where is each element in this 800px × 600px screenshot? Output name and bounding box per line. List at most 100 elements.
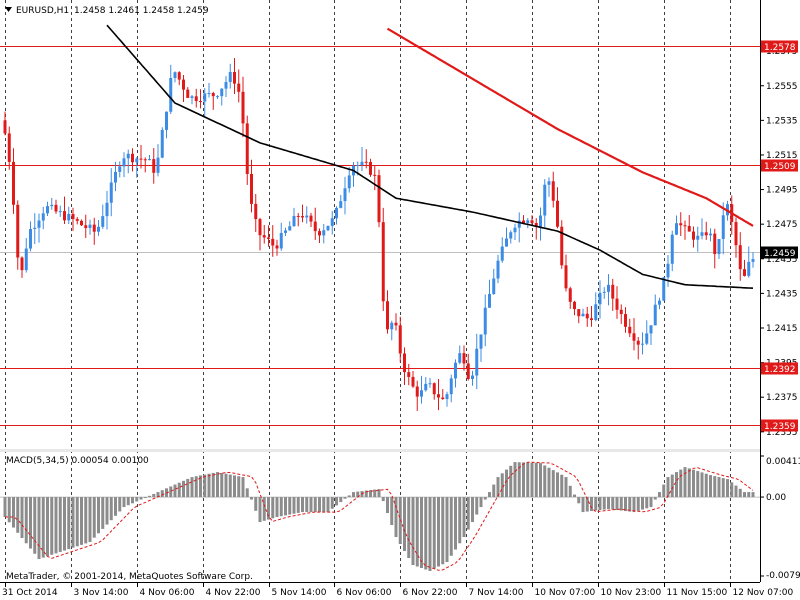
macd-histogram-bar bbox=[628, 497, 632, 512]
candle-body bbox=[428, 383, 432, 385]
candle-body bbox=[250, 174, 253, 204]
candle-body bbox=[284, 230, 287, 233]
candle-body bbox=[377, 175, 381, 223]
macd-histogram-bar bbox=[471, 497, 474, 523]
candle-body bbox=[75, 219, 79, 221]
macd-histogram-bar bbox=[330, 497, 334, 509]
price-level-tag bbox=[761, 362, 798, 375]
price-level-tag bbox=[761, 419, 798, 432]
candle bbox=[41, 206, 45, 230]
macd-histogram-bar bbox=[245, 488, 249, 498]
candle bbox=[105, 190, 109, 230]
candle-body bbox=[454, 362, 457, 379]
macd-histogram-bar bbox=[704, 473, 708, 498]
candle bbox=[203, 88, 207, 117]
candle-body bbox=[118, 166, 122, 172]
copyright-label: MetaTrader, © 2001-2014, MetaQuotes Soft… bbox=[6, 572, 253, 582]
macd-histogram-bar bbox=[169, 486, 173, 498]
macd-histogram-bar bbox=[152, 493, 156, 498]
macd-histogram-bar bbox=[492, 484, 496, 498]
candle bbox=[24, 238, 28, 273]
macd-histogram-bar bbox=[670, 474, 674, 498]
candle bbox=[118, 161, 122, 178]
candle bbox=[653, 294, 657, 326]
candle bbox=[658, 297, 661, 310]
candle bbox=[679, 212, 683, 237]
candle bbox=[12, 148, 15, 214]
symbol-timeframe-label: EURUSD,H1 bbox=[16, 6, 69, 16]
time-axis-label: 11 Nov 15:00 bbox=[667, 588, 728, 598]
candle bbox=[636, 336, 640, 360]
macd-axis-label: 0.00 bbox=[766, 493, 786, 503]
candle bbox=[581, 308, 585, 317]
macd-histogram-bar bbox=[143, 497, 147, 499]
macd-histogram-bar bbox=[530, 462, 534, 498]
candle-body bbox=[738, 245, 742, 270]
candle-body bbox=[420, 390, 423, 397]
candle-body bbox=[275, 245, 279, 249]
macd-histogram-bar bbox=[496, 477, 500, 498]
time-axis-label: 6 Nov 22:00 bbox=[403, 588, 458, 598]
macd-histogram-bar bbox=[475, 497, 479, 515]
candle bbox=[262, 225, 266, 244]
candle bbox=[152, 148, 156, 184]
candle bbox=[734, 217, 738, 258]
candle-body bbox=[216, 96, 219, 98]
macd-histogram-bar bbox=[386, 497, 389, 514]
macd-histogram-bar bbox=[46, 497, 49, 557]
macd-histogram-bar bbox=[713, 476, 717, 498]
candle bbox=[33, 213, 37, 245]
candle bbox=[305, 206, 309, 224]
candle bbox=[3, 111, 7, 136]
candle-body bbox=[547, 181, 551, 185]
candle bbox=[377, 169, 381, 228]
candle bbox=[394, 313, 398, 331]
chart-menu-triangle-icon[interactable] bbox=[5, 7, 12, 12]
candle-body bbox=[619, 309, 623, 315]
candle bbox=[675, 215, 678, 236]
macd-histogram-bar bbox=[33, 497, 37, 554]
macd-histogram-bar bbox=[509, 465, 513, 498]
panel-separator[interactable] bbox=[0, 449, 760, 452]
macd-histogram-bar bbox=[636, 497, 640, 511]
candle-body bbox=[564, 265, 568, 289]
macd-histogram-bar bbox=[92, 497, 96, 538]
time-axis-label: 31 Oct 2014 bbox=[2, 588, 58, 598]
macd-signal-line bbox=[5, 461, 754, 571]
candle-body bbox=[602, 291, 606, 293]
candle bbox=[403, 347, 406, 385]
macd-histogram-bar bbox=[449, 497, 453, 556]
candle bbox=[54, 199, 58, 214]
macd-histogram-bar bbox=[88, 497, 92, 543]
candle bbox=[492, 268, 496, 295]
candle-body bbox=[343, 188, 347, 202]
macd-histogram-bar bbox=[101, 497, 105, 529]
candle-body bbox=[84, 225, 88, 228]
candle bbox=[645, 320, 649, 346]
macd-histogram-bar bbox=[203, 474, 207, 498]
candle bbox=[131, 148, 134, 172]
macd-histogram-bar bbox=[156, 492, 160, 498]
candle bbox=[585, 306, 589, 327]
candle-body bbox=[500, 246, 504, 261]
macd-histogram-bar bbox=[271, 497, 275, 519]
candle-body bbox=[598, 292, 602, 305]
candle bbox=[560, 220, 564, 269]
candle-body bbox=[262, 235, 266, 238]
candle-body bbox=[581, 313, 585, 317]
candle-body bbox=[326, 225, 330, 231]
candle-body bbox=[594, 304, 598, 321]
candle bbox=[509, 230, 513, 244]
candle bbox=[326, 225, 330, 232]
candle bbox=[139, 145, 143, 169]
candle-body bbox=[135, 158, 139, 163]
candle-body bbox=[394, 322, 398, 326]
price-axis-label: 1.2455 bbox=[766, 255, 798, 265]
candle bbox=[339, 195, 343, 209]
candle-body bbox=[466, 363, 470, 379]
candle-body bbox=[585, 313, 589, 319]
candle-body bbox=[696, 235, 700, 240]
macd-histogram-bar bbox=[126, 497, 130, 506]
candle-body bbox=[20, 257, 24, 271]
candle bbox=[573, 300, 576, 316]
